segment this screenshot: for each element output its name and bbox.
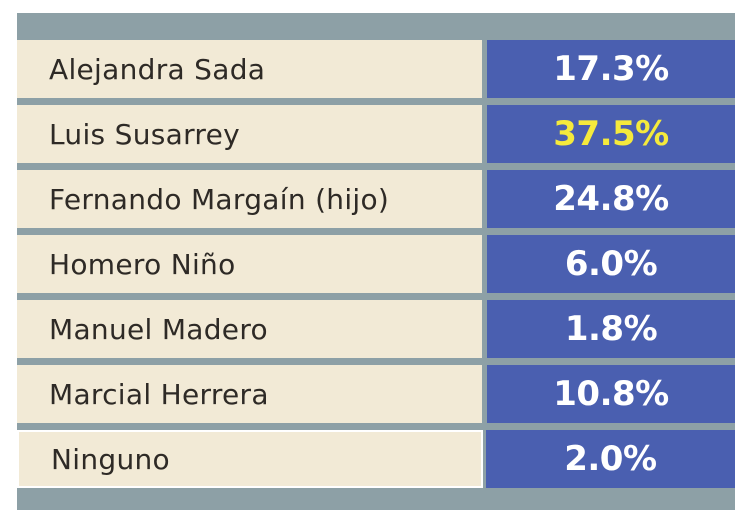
candidate-name: Ninguno bbox=[17, 430, 483, 488]
table-row: Ninguno 2.0% bbox=[17, 430, 735, 488]
table-row: Manuel Madero 1.8% bbox=[17, 300, 735, 358]
candidate-name: Fernando Margaín (hijo) bbox=[17, 170, 482, 228]
candidate-name: Homero Niño bbox=[17, 235, 482, 293]
candidate-percentage: 6.0% bbox=[487, 235, 735, 293]
table-row: Marcial Herrera 10.8% bbox=[17, 365, 735, 423]
candidate-name: Marcial Herrera bbox=[17, 365, 482, 423]
candidate-name: Alejandra Sada bbox=[17, 40, 482, 98]
candidate-name: Luis Susarrey bbox=[17, 105, 482, 163]
table-row: Luis Susarrey 37.5% bbox=[17, 105, 735, 163]
table-row: Homero Niño 6.0% bbox=[17, 235, 735, 293]
results-table: Alejandra Sada 17.3% Luis Susarrey 37.5%… bbox=[17, 13, 735, 510]
candidate-percentage: 17.3% bbox=[487, 40, 735, 98]
candidate-percentage: 1.8% bbox=[487, 300, 735, 358]
candidate-percentage-highlighted: 37.5% bbox=[487, 105, 735, 163]
candidate-percentage: 2.0% bbox=[485, 430, 735, 488]
candidate-percentage: 10.8% bbox=[487, 365, 735, 423]
table-row: Fernando Margaín (hijo) 24.8% bbox=[17, 170, 735, 228]
table-row: Alejandra Sada 17.3% bbox=[17, 40, 735, 98]
candidate-name: Manuel Madero bbox=[17, 300, 482, 358]
candidate-percentage: 24.8% bbox=[487, 170, 735, 228]
results-rows: Alejandra Sada 17.3% Luis Susarrey 37.5%… bbox=[17, 40, 735, 488]
